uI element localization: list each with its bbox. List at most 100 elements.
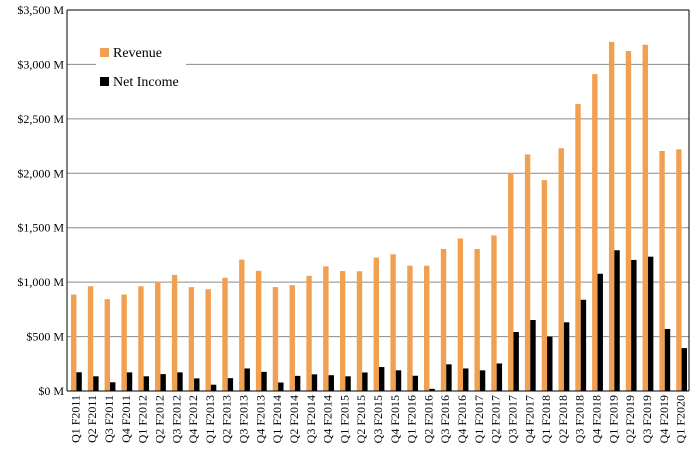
revenue-bar: [339, 271, 346, 391]
x-tick-label: Q1 F2013: [203, 395, 217, 443]
net-income-bar: [93, 376, 99, 391]
net-income-bar: [261, 371, 267, 391]
x-tick-label: Q1 F2018: [539, 395, 553, 443]
net-income-bar: [647, 256, 654, 391]
net-income-bar: [362, 372, 368, 391]
revenue-bar: [541, 180, 548, 391]
net-income-bar: [177, 372, 183, 391]
x-tick-label: Q2 F2019: [623, 395, 637, 443]
x-tick-label: Q3 F2015: [371, 395, 385, 443]
revenue-bar: [524, 154, 531, 391]
y-tick-label: $1,500 M: [17, 221, 64, 235]
x-tick-label: Q1 F2014: [270, 395, 284, 443]
net-income-bar: [547, 336, 553, 391]
x-tick-label: Q1 F2017: [472, 395, 486, 443]
x-tick-label: Q3 F2014: [304, 395, 318, 443]
revenue-bar: [323, 266, 329, 391]
bar-series: [71, 41, 687, 392]
y-tick-label: $3,500 M: [17, 3, 64, 17]
x-tick-label: Q1 F2011: [68, 395, 82, 443]
revenue-bar: [356, 271, 363, 391]
revenue-bar: [239, 259, 245, 391]
revenue-bar: [457, 238, 464, 391]
x-tick-label: Q4 F2014: [321, 395, 335, 443]
revenue-bar: [625, 51, 632, 391]
revenue-bar: [255, 270, 262, 391]
x-tick-label: Q2 F2011: [85, 395, 99, 443]
x-tick-label: Q3 F2012: [169, 395, 183, 443]
legend-swatch-revenue: [100, 48, 109, 57]
revenue-bar: [373, 257, 379, 391]
revenue-bar: [104, 299, 111, 391]
revenue-bar: [508, 172, 514, 391]
revenue-bar: [575, 104, 581, 391]
x-tick-label: Q4 F2013: [253, 395, 267, 443]
net-income-bar: [395, 370, 402, 391]
x-tick-label: Q2 F2014: [287, 395, 301, 443]
net-income-bar: [429, 388, 435, 391]
net-income-bar: [227, 378, 234, 391]
net-income-bar: [378, 367, 385, 391]
x-tick-label: Q2 F2015: [354, 395, 368, 443]
net-income-bar: [210, 384, 217, 391]
x-tick-label: Q2 F2013: [220, 395, 234, 443]
net-income-bar: [614, 250, 620, 391]
legend-label-revenue: Revenue: [113, 46, 162, 61]
revenue-bar: [608, 41, 615, 391]
revenue-bar: [659, 150, 665, 391]
legend-label-net-income: Net Income: [113, 75, 179, 90]
y-tick-label: $1,000 M: [17, 275, 64, 289]
x-tick-label: Q2 F2018: [556, 395, 570, 443]
net-income-bar: [143, 376, 150, 391]
y-tick-label: $2,500 M: [17, 112, 64, 126]
x-tick-label: Q4 F2011: [119, 395, 133, 443]
x-tick-label: Q1 F2020: [674, 395, 688, 443]
legend-box: [96, 38, 186, 100]
revenue-bar: [642, 44, 648, 391]
net-income-bar: [160, 374, 166, 391]
revenue-bar: [440, 248, 447, 391]
y-tick-label: $500 M: [26, 330, 64, 344]
revenue-bar: [424, 265, 430, 391]
chart-legend: Revenue Net Income: [96, 38, 186, 100]
net-income-bar: [479, 370, 486, 391]
y-tick-label: $0 M: [38, 384, 64, 398]
x-tick-label: Q3 F2018: [573, 395, 587, 443]
revenue-bar: [138, 286, 144, 391]
revenue-bar: [491, 235, 497, 391]
revenue-bar: [306, 275, 312, 391]
revenue-bar: [474, 248, 480, 391]
y-axis-tick-labels: $0 M $500 M $1,000 M $1,500 M $2,000 M $2,500…: [17, 3, 64, 398]
revenue-bar: [272, 287, 279, 391]
revenue-bar: [188, 287, 195, 391]
revenue-bar: [121, 294, 127, 391]
revenue-bar: [558, 148, 564, 391]
revenue-bar: [676, 149, 682, 391]
net-income-bar: [681, 348, 687, 391]
net-income-bar: [563, 322, 570, 391]
revenue-bar: [71, 294, 77, 391]
x-tick-label: Q4 F2016: [455, 395, 469, 443]
revenue-bar: [155, 281, 161, 391]
x-tick-label: Q3 F2016: [438, 395, 452, 443]
revenue-bar: [87, 286, 94, 391]
net-income-bar: [631, 259, 637, 391]
net-income-bar: [513, 331, 519, 391]
x-tick-label: Q4 F2012: [186, 395, 200, 443]
x-tick-label: Q4 F2018: [590, 395, 604, 443]
net-income-bar: [446, 364, 452, 391]
revenue-bar: [171, 274, 178, 391]
x-tick-label: Q1 F2016: [405, 395, 419, 443]
x-tick-label: Q4 F2017: [522, 395, 536, 443]
x-axis-tick-labels: Q1 F2011 Q2 F2011 Q3 F2011 Q4 F2011 Q1 F2012…: [68, 395, 687, 443]
legend-swatch-net-income: [100, 77, 109, 86]
x-tick-label: Q2 F2017: [489, 395, 503, 443]
net-income-bar: [311, 374, 318, 391]
x-tick-label: Q3 F2011: [102, 395, 116, 443]
net-income-bar: [530, 320, 536, 391]
net-income-bar: [110, 382, 116, 391]
revenue-bar: [222, 277, 228, 391]
revenue-bar: [289, 285, 295, 391]
net-income-bar: [76, 372, 82, 391]
